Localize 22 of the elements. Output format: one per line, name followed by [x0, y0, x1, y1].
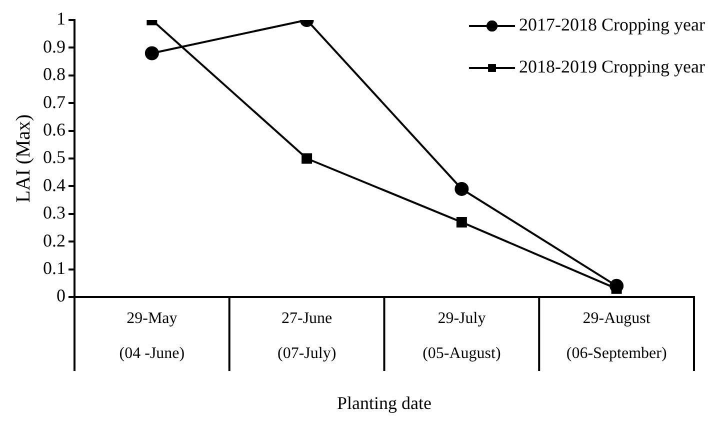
y-tick-label: 0.1	[43, 258, 66, 278]
y-tick-label: 0.2	[43, 230, 66, 250]
y-tick-label: 0.7	[43, 92, 66, 112]
x-tick-label: 29-July (05-August)	[422, 310, 501, 362]
y-tick-label: 0.6	[43, 120, 66, 140]
legend-label: 2017-2018 Cropping year	[519, 14, 706, 35]
x-tick-label: 27-June (07-July)	[277, 310, 336, 362]
point	[454, 182, 469, 196]
point	[456, 216, 467, 228]
y-tick-label: 1	[56, 8, 66, 29]
point	[302, 153, 312, 164]
y-tick-label: 0.4	[43, 174, 66, 195]
legend-label: 2018-2019 Cropping year	[519, 56, 706, 77]
y-axis-title: LAI (Max)	[12, 114, 34, 203]
y-tick-label: 0.8	[43, 64, 66, 84]
y-tick-label: 0.9	[43, 36, 66, 56]
x-tick-label: 29-May (04 -June)	[119, 310, 185, 362]
y-tick-label: 0.3	[43, 202, 66, 223]
x-axis-title: Planting date	[337, 392, 432, 413]
x-tick-label: 29-August (06-September)	[566, 310, 667, 362]
y-tick-label: 0	[56, 286, 66, 306]
y-tick-label: 0.5	[43, 147, 66, 168]
